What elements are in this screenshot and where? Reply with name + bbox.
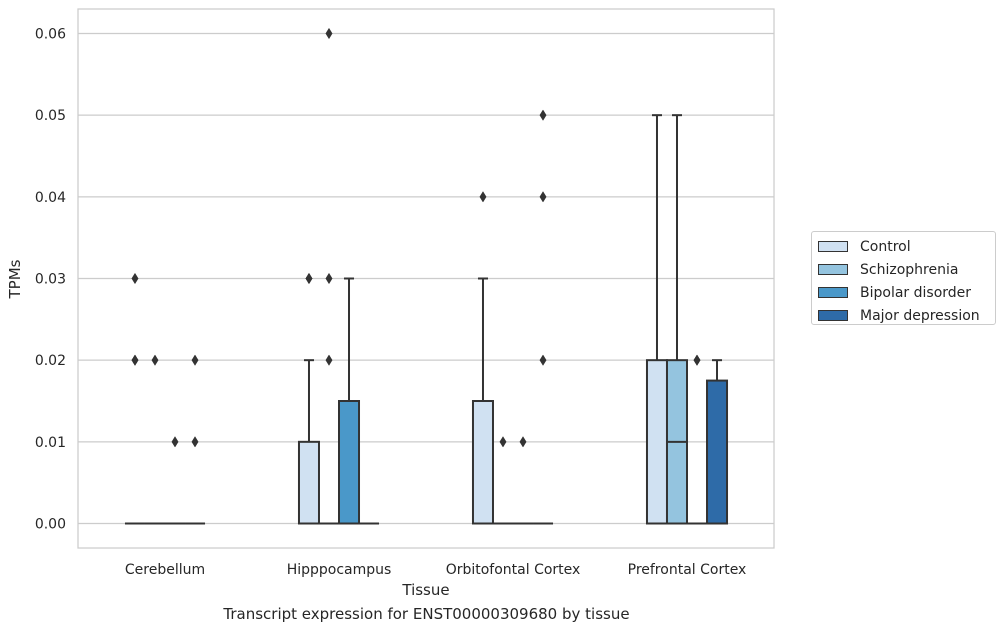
y-axis-label: TPMs bbox=[6, 259, 24, 299]
legend-item: Bipolar disorder bbox=[818, 281, 989, 304]
y-tick-label: 0.01 bbox=[35, 435, 66, 451]
y-tick-label: 0.04 bbox=[35, 190, 66, 206]
outlier-point bbox=[191, 354, 199, 366]
legend-label: Control bbox=[860, 238, 911, 255]
outlier-point bbox=[519, 436, 527, 448]
box bbox=[297, 440, 320, 525]
y-tick-label: 0.05 bbox=[35, 108, 66, 124]
legend-item: Major depression bbox=[818, 304, 989, 327]
x-tick-label: Hipppocampus bbox=[287, 562, 392, 578]
legend: Control Schizophrenia Bipolar disorder Majo… bbox=[811, 231, 996, 325]
outlier-point bbox=[325, 354, 333, 366]
outlier-point bbox=[131, 272, 139, 285]
y-tick-label: 0.00 bbox=[35, 517, 66, 533]
legend-label: Schizophrenia bbox=[860, 261, 959, 278]
series-control bbox=[124, 114, 668, 525]
legend-swatch bbox=[818, 287, 848, 298]
legend-swatch bbox=[818, 310, 848, 321]
outlier-point bbox=[539, 191, 547, 203]
outlier-point bbox=[151, 354, 159, 366]
outlier-point bbox=[131, 354, 139, 366]
y-tick-label: 0.03 bbox=[35, 272, 66, 288]
series-bipolar-disorder bbox=[165, 277, 708, 525]
y-axis-ticks: 0.00 0.01 0.02 0.03 0.04 0.05 0.06 bbox=[35, 27, 66, 533]
series-major-depression bbox=[185, 109, 729, 525]
x-tick-label: Prefrontal Cortex bbox=[628, 562, 747, 578]
outlier-point bbox=[539, 354, 547, 366]
series-schizophrenia bbox=[144, 27, 688, 525]
outlier-point bbox=[305, 272, 313, 285]
box bbox=[706, 379, 729, 525]
outlier-point bbox=[171, 436, 179, 448]
y-tick-label: 0.02 bbox=[35, 353, 66, 369]
plot-frame bbox=[77, 8, 775, 549]
box bbox=[645, 359, 668, 525]
box-series-layer bbox=[124, 27, 729, 525]
outlier-point bbox=[539, 109, 547, 121]
x-tick-label: Cerebellum bbox=[125, 562, 205, 578]
outlier-point bbox=[479, 191, 487, 203]
legend-swatch bbox=[818, 241, 848, 252]
legend-item: Control bbox=[818, 235, 989, 258]
outlier-point bbox=[191, 436, 199, 448]
box bbox=[338, 400, 361, 525]
outlier-point bbox=[693, 354, 701, 366]
legend-item: Schizophrenia bbox=[818, 258, 989, 281]
outlier-point bbox=[499, 436, 507, 448]
box bbox=[471, 400, 494, 525]
outlier-point bbox=[325, 27, 333, 40]
x-axis-label: Tissue bbox=[401, 581, 449, 599]
legend-label: Major depression bbox=[860, 307, 980, 324]
legend-swatch bbox=[818, 264, 848, 275]
x-axis-ticks: Cerebellum Hipppocampus Orbitofontal Corte… bbox=[125, 562, 746, 578]
legend-label: Bipolar disorder bbox=[860, 284, 972, 301]
outlier-point bbox=[325, 272, 333, 285]
y-tick-label: 0.06 bbox=[35, 27, 66, 43]
chart-caption: Transcript expression for ENST0000030968… bbox=[223, 605, 630, 623]
x-tick-label: Orbitofontal Cortex bbox=[446, 562, 581, 578]
